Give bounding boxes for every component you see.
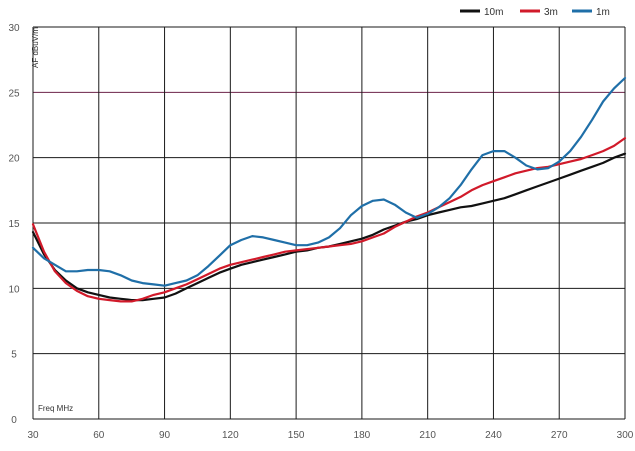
x-tick-label: 300 xyxy=(617,430,634,441)
x-tick-label: 90 xyxy=(159,430,171,441)
x-axis-label: Freq MHz xyxy=(38,404,73,413)
y-tick-label: 0 xyxy=(11,415,17,426)
x-tick-label: 120 xyxy=(222,430,239,441)
series-lines xyxy=(31,76,627,303)
y-tick-label: 25 xyxy=(8,88,20,99)
x-tick-label: 210 xyxy=(419,430,436,441)
x-tick-label: 150 xyxy=(288,430,305,441)
y-tick-label: 20 xyxy=(8,154,20,165)
y-axis-label: AF dBuV/m xyxy=(31,27,40,68)
y-tick-label: 30 xyxy=(8,23,20,34)
x-tick-label: 240 xyxy=(485,430,502,441)
legend-label: 3m xyxy=(544,7,558,18)
legend: 10m 3m 1m xyxy=(460,7,610,18)
x-tick-label: 270 xyxy=(551,430,568,441)
y-tick-label: 10 xyxy=(8,284,20,295)
series-line-1m xyxy=(31,76,627,287)
x-tick-label: 180 xyxy=(354,430,371,441)
series-line-3m xyxy=(31,137,627,303)
tick-labels: 0 5 10 15 20 25 30 30 60 90 120 150 180 210 240 270 300 xyxy=(8,23,633,441)
legend-label: 1m xyxy=(596,7,610,18)
x-tick-label: 30 xyxy=(27,430,39,441)
grid xyxy=(32,26,626,420)
x-tick-label: 60 xyxy=(93,430,105,441)
legend-label: 10m xyxy=(484,7,503,18)
y-tick-label: 5 xyxy=(11,350,17,361)
series-line-10m xyxy=(31,152,627,302)
y-tick-label: 15 xyxy=(8,219,20,230)
